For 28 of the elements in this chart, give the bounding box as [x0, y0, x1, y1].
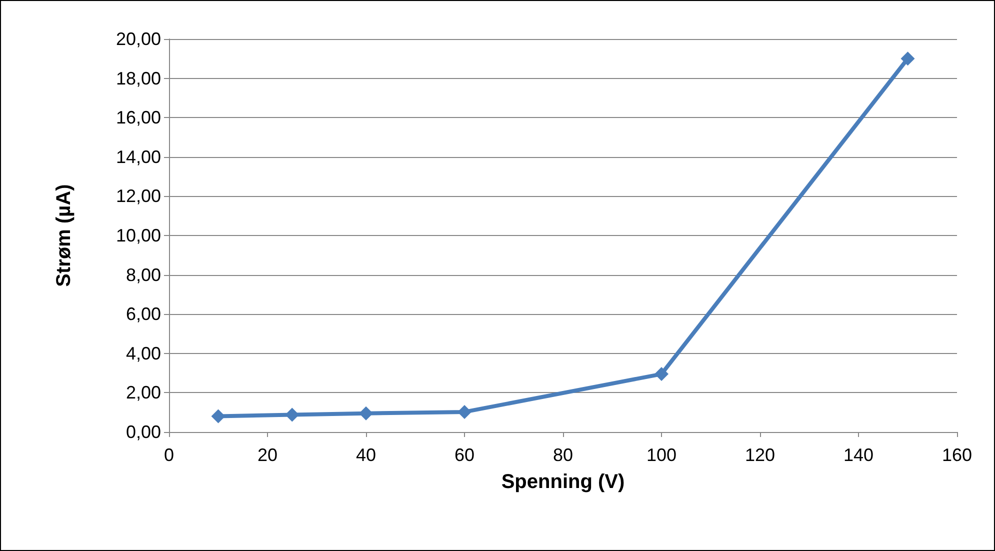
y-tick-label: 4,00	[126, 343, 161, 364]
x-tick-label: 120	[744, 445, 776, 465]
y-tick-label: 18,00	[116, 68, 161, 88]
point	[900, 52, 915, 66]
y-tick-label: 12,00	[116, 186, 161, 206]
y-tick-label: 8,00	[126, 264, 161, 285]
y-tick-label: 20,00	[116, 29, 161, 49]
point	[654, 367, 668, 382]
x-tick-label: 80	[552, 445, 574, 465]
y-tick-label: 2,00	[126, 382, 161, 403]
y-tick-label: 0,00	[126, 422, 161, 442]
x-tick-label: 0	[164, 445, 174, 465]
x-tick-label: 140	[843, 445, 874, 465]
x-tick-label: 40	[356, 445, 376, 465]
point	[285, 408, 300, 422]
y-tick-label: 14,00	[116, 146, 161, 167]
x-axis-title: Spenning (V)	[501, 471, 625, 493]
point	[458, 404, 472, 419]
point	[211, 409, 226, 424]
x-tick-label: 100	[646, 445, 677, 465]
point	[359, 406, 373, 420]
y-tick-label: 10,00	[116, 226, 161, 246]
x-tick-label: 160	[942, 445, 972, 465]
y-axis-title: Strøm (µA)	[53, 184, 75, 287]
y-tick-label: 6,00	[126, 304, 161, 324]
x-tick-label: 20	[257, 445, 278, 465]
x-tick-label: 60	[454, 445, 475, 465]
y-tick-label: 16,00	[116, 108, 161, 128]
